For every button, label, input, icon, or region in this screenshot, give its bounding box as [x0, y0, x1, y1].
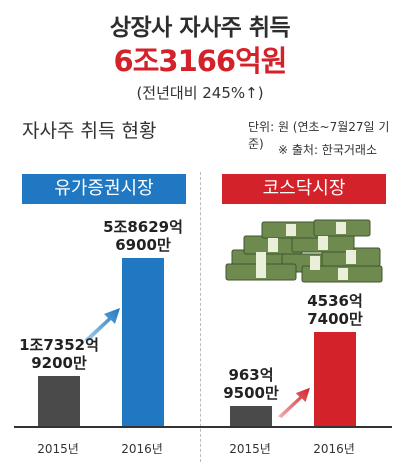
- money-stack-icon: [225, 219, 383, 283]
- kospi-market-label: 유가증권시장: [22, 174, 186, 204]
- data-label-line: 9500만: [223, 384, 279, 403]
- section-label: 자사주 취득 현황: [22, 120, 157, 142]
- data-label-kosdaq-2016: 4536억 7400만: [280, 292, 390, 328]
- bar-kospi-2015: [38, 376, 80, 426]
- data-label-line: 5조8629억: [103, 218, 183, 236]
- infographic-title: 상장사 자사주 취득: [109, 15, 291, 41]
- unit-note: 단위: 원 (연초~7월27일 기준): [248, 120, 390, 151]
- source-note: ※ 출처: 한국거래소: [278, 143, 378, 157]
- bar-kospi-2016: [122, 258, 164, 426]
- data-label-line: 4536억: [307, 292, 363, 310]
- data-label-line: 7400만: [307, 310, 363, 328]
- data-label-line: 9200만: [31, 354, 87, 373]
- up-arrow-icon: [84, 308, 120, 342]
- x-tick-label: 2016년: [121, 442, 163, 456]
- data-label-line: 963억: [228, 366, 274, 385]
- data-label-line: 1조7352억: [19, 336, 99, 355]
- data-label-line: 6900만: [115, 236, 171, 254]
- x-tick-label: 2015년: [229, 442, 271, 456]
- data-label-kospi-2016: 5조8629억 6900만: [88, 218, 198, 254]
- total-amount: 6조3166억원: [113, 44, 288, 78]
- x-tick-label: 2015년: [37, 442, 79, 456]
- panel-divider: [200, 172, 201, 462]
- bar-kosdaq-2016: [314, 332, 356, 426]
- growth-rate: (전년대비 245%↑): [136, 84, 264, 102]
- x-axis-line: [14, 426, 392, 428]
- up-arrow-icon: [278, 387, 310, 418]
- data-label-kospi-2015: 1조7352억 9200만: [4, 336, 114, 372]
- data-label-kosdaq-2015: 963억 9500만: [196, 366, 306, 402]
- kosdaq-market-label: 코스닥시장: [222, 174, 386, 204]
- x-tick-label: 2016년: [313, 442, 355, 456]
- bar-kosdaq-2015: [230, 406, 272, 426]
